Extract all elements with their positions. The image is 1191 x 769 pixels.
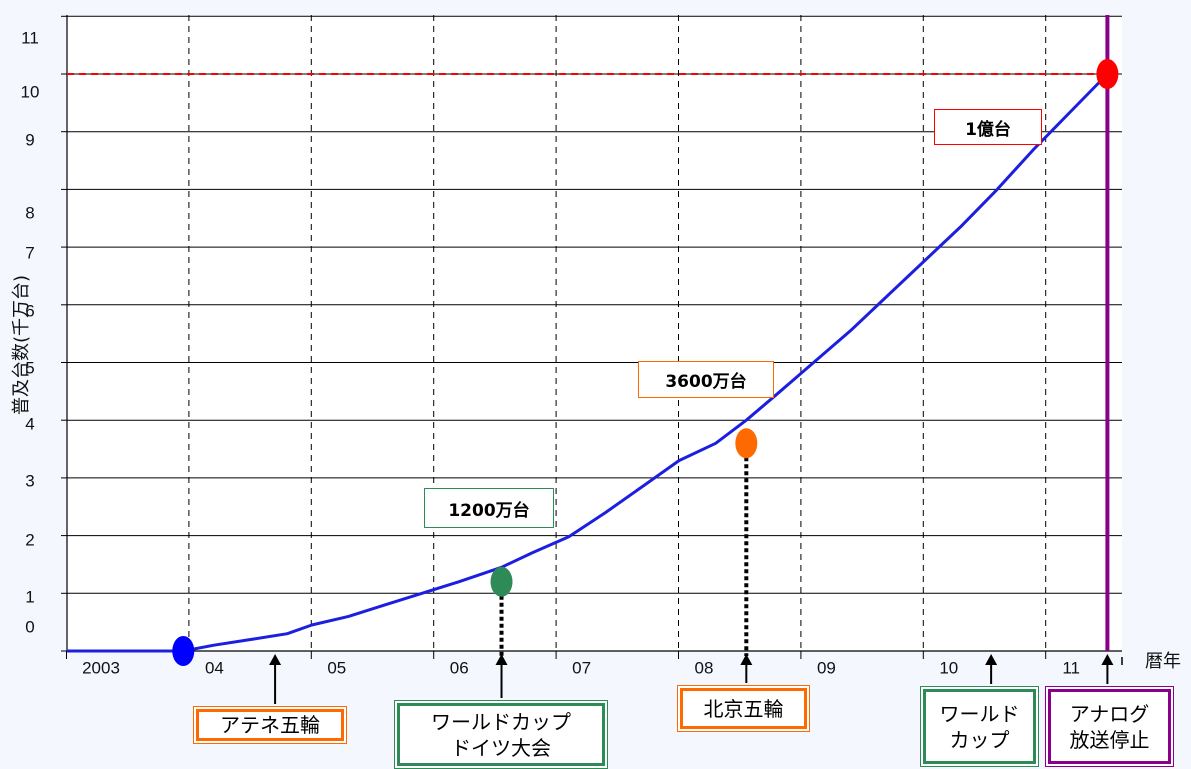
y-tick-label: 10 <box>21 82 40 101</box>
event-label: ワールドカップ ドイツ大会 <box>394 700 608 769</box>
milestone-marker <box>1096 59 1119 89</box>
y-tick-label: 4 <box>25 414 34 433</box>
y-tick-label: 7 <box>25 243 34 262</box>
milestone-marker <box>490 566 513 597</box>
x-tick-label: 05 <box>327 658 346 677</box>
y-tick-label: 2 <box>25 530 34 549</box>
y-tick-label: 8 <box>25 203 34 222</box>
x-tick-label: 06 <box>450 658 469 677</box>
milestone-label: 1億台 <box>934 109 1042 145</box>
x-tick-label: 11 <box>1062 658 1080 677</box>
event-arrowhead <box>1101 654 1114 665</box>
x-tick-label: 07 <box>572 658 591 677</box>
milestone-marker <box>735 428 758 459</box>
y-tick-label: 3 <box>25 471 34 490</box>
x-axis-title: 暦年 <box>1145 651 1181 672</box>
y-tick-label: 0 <box>25 617 34 636</box>
event-arrowhead <box>740 654 753 665</box>
event-label: アナログ 放送停止 <box>1045 686 1174 767</box>
x-tick-label: 04 <box>205 658 224 677</box>
event-label: ワールド カップ <box>920 686 1039 767</box>
milestone-label: 3600万台 <box>638 361 774 398</box>
x-tick-label: 08 <box>695 658 714 677</box>
x-tick-label: 09 <box>817 658 836 677</box>
event-label: 北京五輪 <box>677 685 810 732</box>
event-arrowhead <box>985 654 998 665</box>
event-arrowhead <box>495 654 508 665</box>
milestone-marker <box>172 636 195 666</box>
x-tick-label: 2003 <box>82 658 120 677</box>
y-tick-label: 9 <box>25 130 34 149</box>
event-label: アテネ五輪 <box>193 706 347 744</box>
y-tick-label: 6 <box>25 301 34 320</box>
y-tick-label: 11 <box>21 28 39 47</box>
event-arrowhead <box>269 654 282 665</box>
y-tick-label: 1 <box>25 587 34 606</box>
y-axis-title: 普及台数(千万台) <box>11 275 32 415</box>
y-tick-label: 5 <box>25 358 34 377</box>
x-tick-label: 10 <box>939 658 958 677</box>
milestone-label: 1200万台 <box>424 488 554 528</box>
series-line <box>67 72 1109 653</box>
